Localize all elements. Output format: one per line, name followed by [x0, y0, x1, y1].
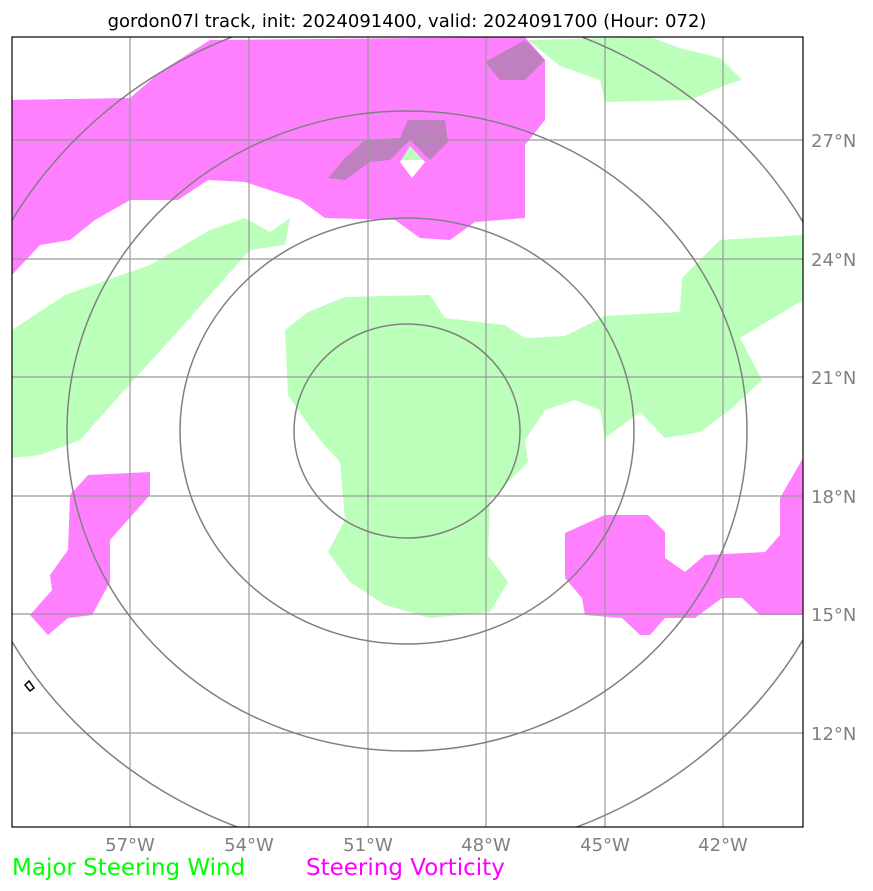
lon-label: 57°W — [105, 835, 155, 856]
legend-steering-wind: Major Steering Wind — [12, 855, 245, 881]
wind-region-west — [12, 218, 290, 458]
steering-wind-regions — [12, 37, 803, 618]
legend-steering-vorticity: Steering Vorticity — [306, 855, 505, 881]
lon-label: 45°W — [580, 835, 630, 856]
range-ring — [179, 217, 635, 645]
wind-region-north — [528, 37, 742, 102]
island-outline — [23, 679, 36, 693]
latitude-labels: 27°N 24°N 21°N 18°N 15°N 12°N — [811, 131, 856, 745]
map-frame — [11, 36, 804, 828]
vorticity-region-southwest — [30, 472, 150, 635]
wind-region-central — [285, 235, 803, 618]
overlap-regions — [328, 40, 545, 180]
lat-label: 24°N — [811, 250, 856, 271]
lat-label: 15°N — [811, 605, 856, 626]
range-ring — [66, 110, 748, 752]
lat-label: 18°N — [811, 487, 856, 508]
lat-label: 27°N — [811, 131, 856, 152]
map-title: gordon07l track, init: 2024091400, valid… — [108, 11, 707, 32]
steering-vorticity-regions — [12, 37, 803, 635]
overlap-region-east — [485, 40, 545, 80]
lat-label: 12°N — [811, 724, 856, 745]
range-rings — [12, 37, 803, 827]
vorticity-region-southeast — [565, 458, 803, 635]
lon-label: 42°W — [698, 835, 748, 856]
plot-area — [12, 37, 803, 827]
overlap-region-center — [328, 120, 448, 180]
graticule — [12, 37, 803, 827]
vorticity-region-north — [12, 37, 545, 275]
longitude-labels: 57°W 54°W 51°W 48°W 45°W 42°W — [105, 835, 748, 856]
lon-label: 48°W — [461, 835, 511, 856]
lon-label: 51°W — [343, 835, 393, 856]
lat-label: 21°N — [811, 368, 856, 389]
lon-label: 54°W — [224, 835, 274, 856]
range-ring — [293, 323, 521, 539]
